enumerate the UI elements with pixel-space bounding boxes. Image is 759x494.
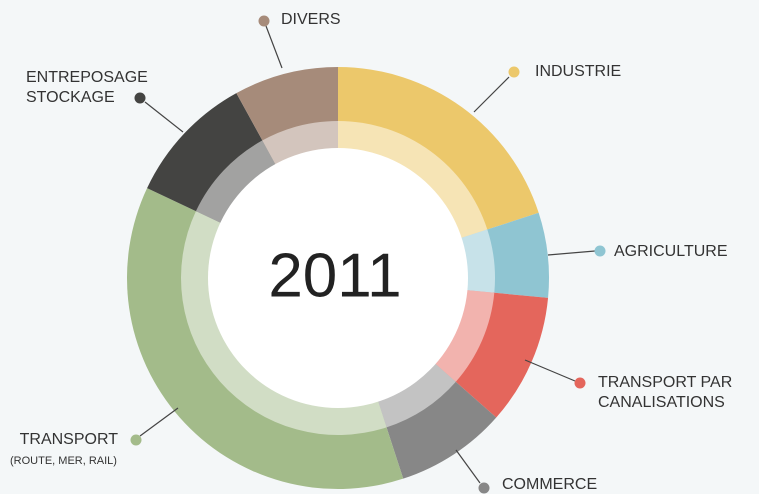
legend-dot [134, 92, 146, 104]
segment-label: TRANSPORT [20, 431, 119, 448]
leader-line [473, 76, 510, 113]
chart-title: 2011 [268, 241, 401, 310]
legend-dot [508, 66, 520, 78]
legend-dot [574, 377, 586, 389]
leader-line [547, 250, 596, 256]
leader-line [455, 449, 481, 484]
donut-segment [386, 381, 497, 479]
donut-segment [236, 67, 338, 142]
donut-segment [147, 93, 263, 212]
legend-dot [478, 482, 490, 494]
inner-tint [181, 211, 387, 436]
donut-segment [126, 188, 404, 490]
segment-label: CANALISATIONS [598, 394, 725, 411]
inner-tint [434, 290, 495, 382]
segment-label: COMMERCE [502, 476, 597, 493]
segment-sublabel: (ROUTE, MER, RAIL) [10, 455, 117, 467]
legend-dot [594, 245, 606, 257]
leader-line [144, 101, 184, 133]
donut-segment [486, 212, 549, 298]
segment-label: INDUSTRIE [535, 63, 621, 80]
inner-tint [195, 140, 276, 224]
leader-line [265, 25, 283, 69]
donut-segment [338, 67, 539, 230]
donut-segment [455, 292, 549, 418]
leader-line [139, 407, 179, 437]
center-disc [208, 148, 468, 408]
leader-line [524, 359, 576, 382]
segment-label: STOCKAGE [26, 89, 115, 106]
segment-label: TRANSPORT PAR [598, 374, 732, 391]
segment-label: DIVERS [281, 11, 341, 28]
inner-tint [262, 121, 338, 165]
segment-label: AGRICULTURE [614, 243, 728, 260]
inner-tint [338, 121, 488, 239]
inner-tint [377, 363, 456, 428]
legend-dot [258, 15, 270, 27]
segment-label: ENTREPOSAGE [26, 69, 148, 86]
inner-tint [460, 229, 495, 293]
legend-dot [130, 434, 142, 446]
